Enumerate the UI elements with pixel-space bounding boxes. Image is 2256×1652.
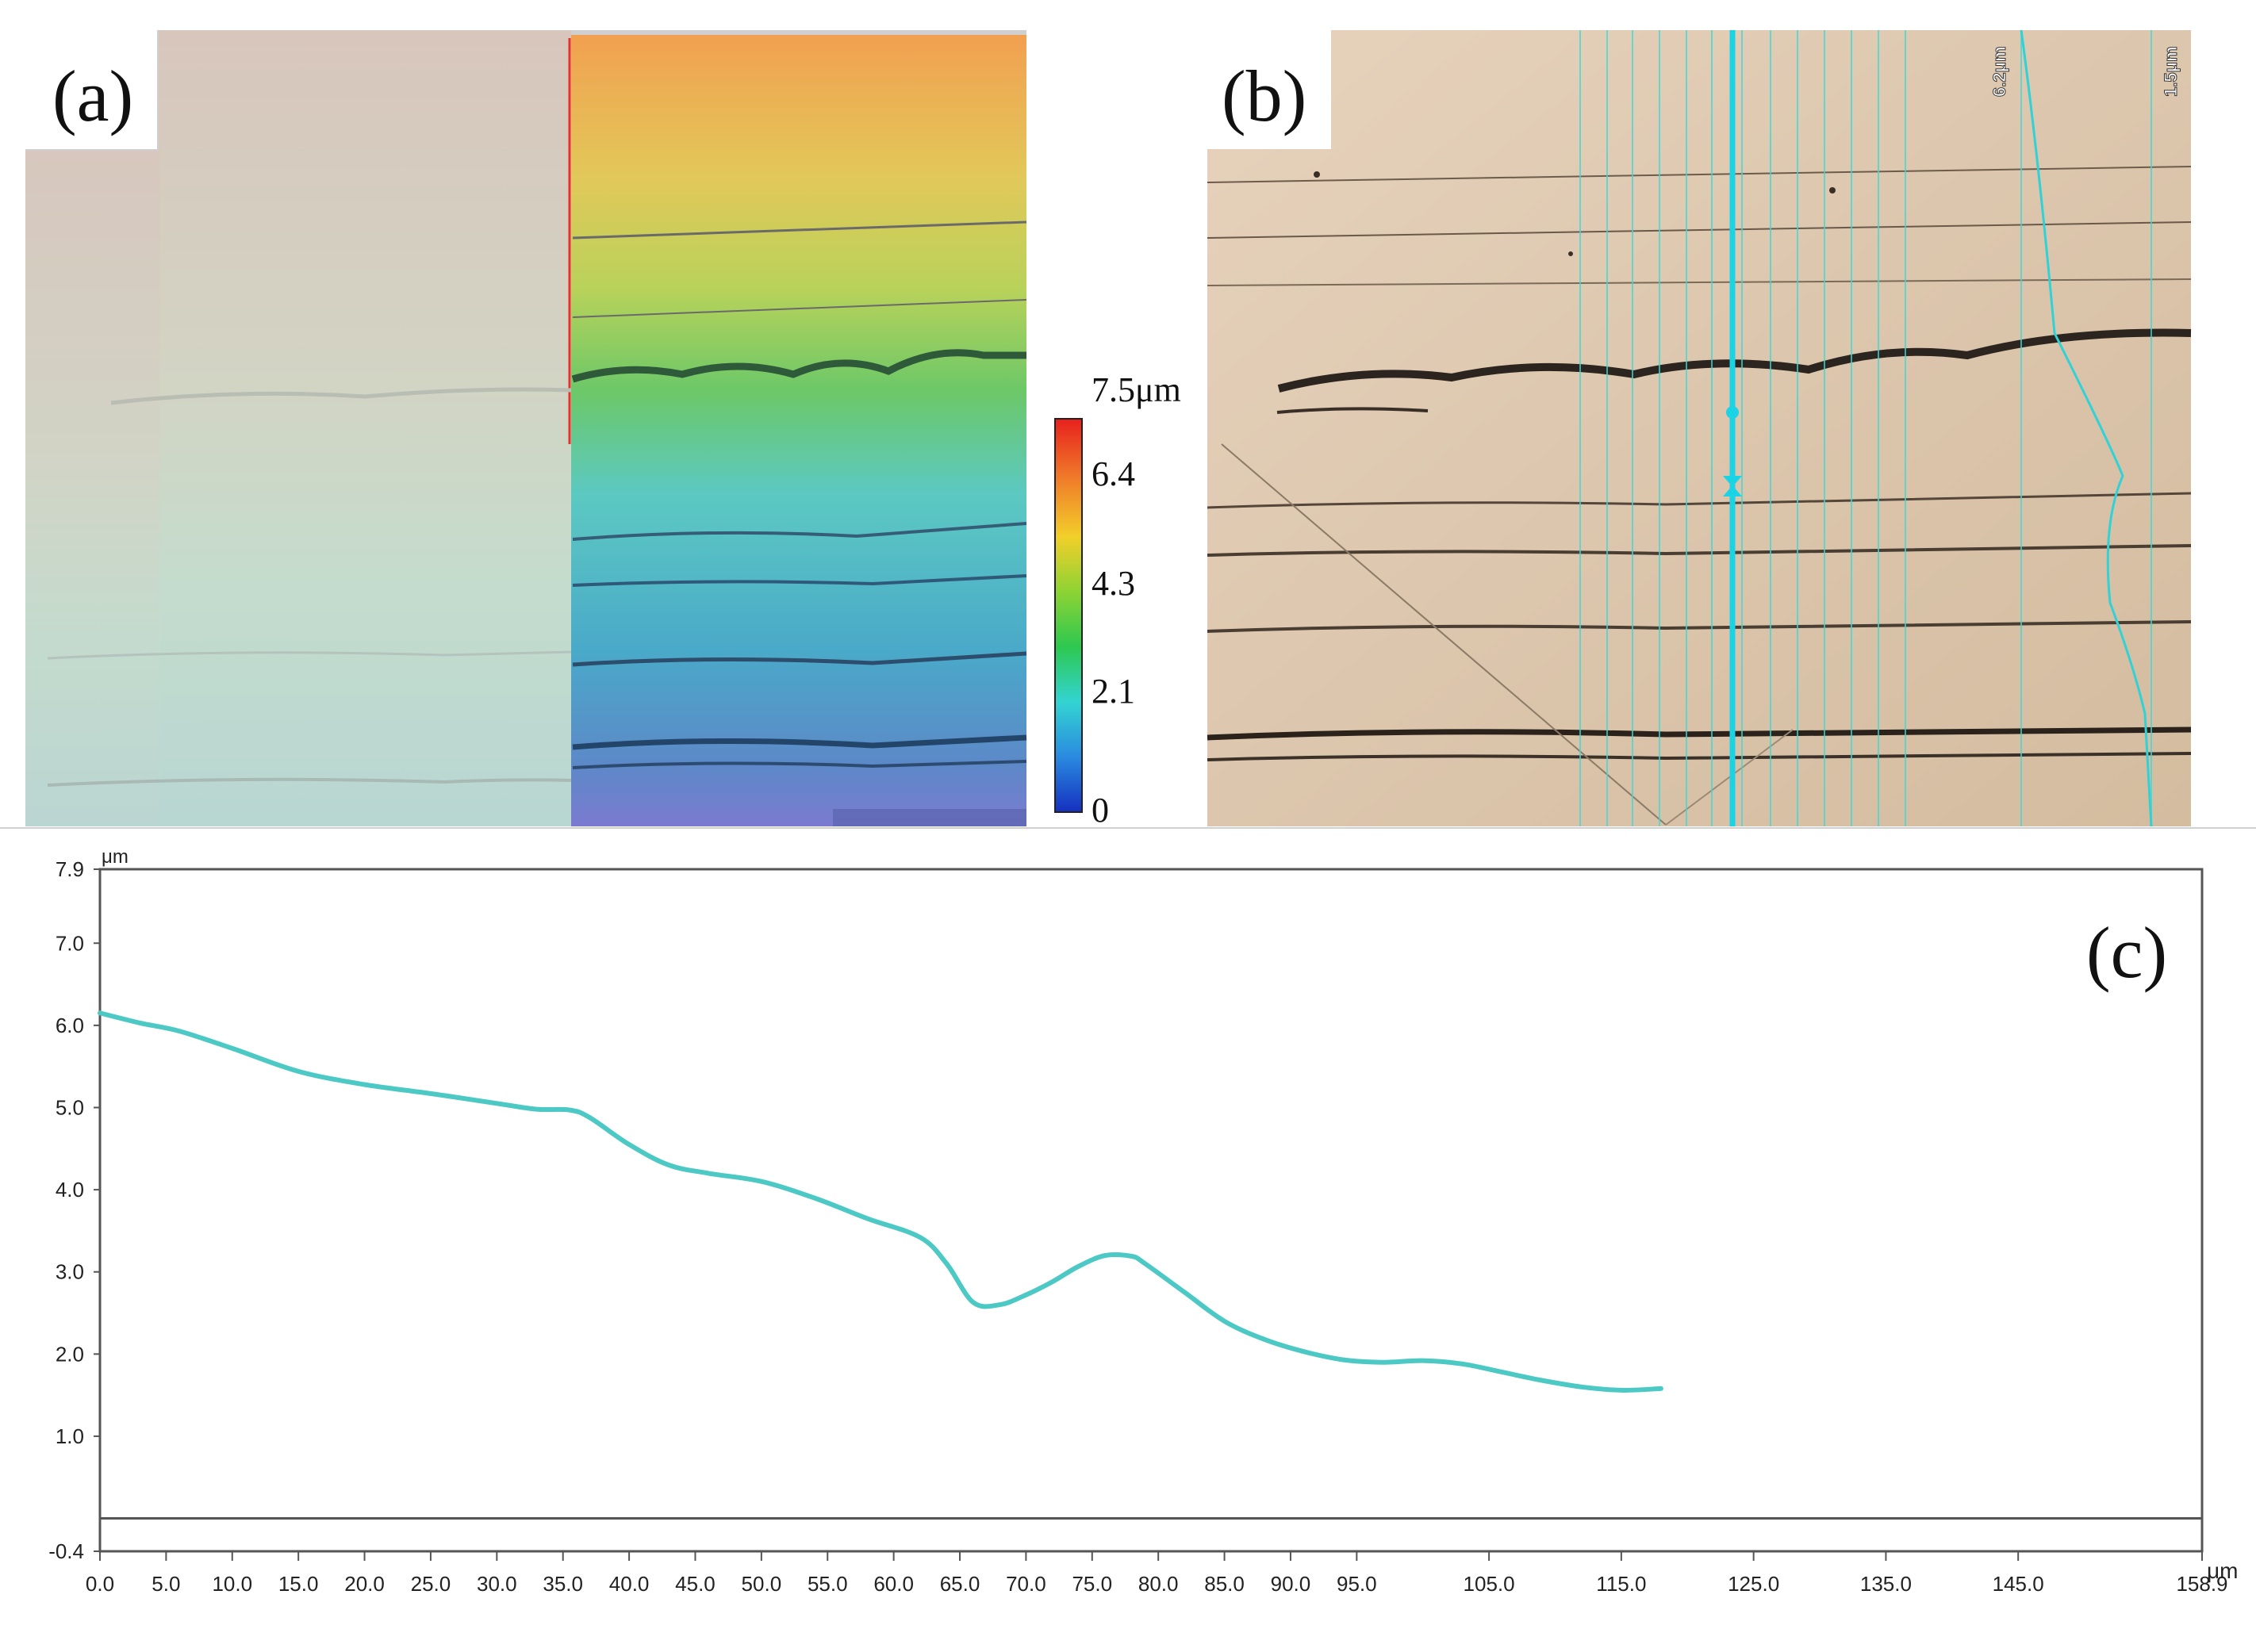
x-tick-label: 45.0 [675, 1572, 716, 1596]
panel-a-label: (a) [52, 56, 133, 136]
y-tick-label: 2.0 [56, 1342, 84, 1366]
panel-c-label: (c) [2086, 912, 2167, 993]
x-tick-label: 40.0 [609, 1572, 650, 1596]
x-tick-label: 0.0 [86, 1572, 114, 1596]
panel-a-image [25, 30, 1027, 826]
colorbar-tick: 6.4 [1092, 454, 1135, 493]
y-tick-label: 3.0 [56, 1260, 84, 1284]
x-tick-label: 80.0 [1138, 1572, 1179, 1596]
profile-line-label: 6.2μm [1989, 46, 2009, 97]
x-tick-label: 5.0 [152, 1572, 180, 1596]
y-tick-label: 6.0 [56, 1014, 84, 1037]
x-tick-label: 85.0 [1204, 1572, 1245, 1596]
profile-chart: 7.9 7.0 6.0 5.0 4.0 3.0 2.0 1.0 -0.4 0.0 5.0 10.0 1… [48, 846, 2238, 1596]
panel-b-label: (b) [1222, 56, 1306, 136]
y-tick-label: 5.0 [56, 1095, 84, 1119]
x-axis: 0.0 5.0 10.0 15.0 20.0 25.0 30.0 35.0 40.0 45.0 50… [86, 1551, 2228, 1596]
x-tick-label: 105.0 [1464, 1572, 1515, 1596]
profile-lines: 6.2μm 1.5μm [1579, 29, 2181, 827]
panel-a-label-box: (a) [25, 30, 157, 149]
x-tick-label: 15.0 [278, 1572, 319, 1596]
y-tick-label: 7.0 [56, 931, 84, 955]
x-axis-unit-label: μm [2207, 1558, 2238, 1583]
x-tick-label: 95.0 [1337, 1572, 1377, 1596]
plot-frame [98, 868, 2204, 1553]
y-tick-label: 4.0 [56, 1178, 84, 1202]
y-tick-label: 7.9 [56, 857, 84, 881]
y-tick-label: -0.4 [48, 1539, 84, 1563]
colorbar-tick: 4.3 [1092, 564, 1135, 603]
series-layer [98, 1010, 1663, 1393]
colorbar: 7.5μm 6.4 4.3 2.1 0 [1054, 370, 1181, 830]
x-tick-label: 75.0 [1072, 1572, 1112, 1596]
series-line [98, 1010, 1663, 1393]
colorbar-tick-min: 0 [1092, 791, 1109, 830]
x-tick-label: 115.0 [1596, 1572, 1646, 1596]
x-tick-label: 10.0 [212, 1572, 252, 1596]
colorbar-tick: 2.1 [1092, 672, 1135, 711]
x-tick-label: 50.0 [742, 1572, 782, 1596]
colorbar-tick-max: 7.5μm [1092, 370, 1181, 409]
y-tick-label: 1.0 [56, 1424, 84, 1448]
x-tick-label: 135.0 [1860, 1572, 1912, 1596]
x-tick-label: 25.0 [411, 1572, 451, 1596]
x-tick-label: 70.0 [1006, 1572, 1046, 1596]
x-tick-label: 90.0 [1271, 1572, 1311, 1596]
x-tick-label: 65.0 [940, 1572, 980, 1596]
panel-b-label-box: (b) [1207, 30, 1331, 149]
x-tick-label: 125.0 [1728, 1572, 1779, 1596]
x-tick-label: 55.0 [808, 1572, 848, 1596]
y-axis: 7.9 7.0 6.0 5.0 4.0 3.0 2.0 1.0 -0.4 [48, 857, 100, 1563]
x-tick-label: 20.0 [344, 1572, 385, 1596]
x-tick-label: 145.0 [1993, 1572, 2044, 1596]
y-axis-unit-label: μm [102, 846, 129, 868]
x-tick-label: 158.9 [2176, 1572, 2227, 1596]
x-tick-label: 60.0 [873, 1572, 914, 1596]
panel-b-image [1207, 30, 2192, 826]
profile-line-label: 1.5μm [2161, 46, 2181, 97]
x-tick-label: 30.0 [477, 1572, 517, 1596]
x-tick-label: 35.0 [543, 1572, 583, 1596]
